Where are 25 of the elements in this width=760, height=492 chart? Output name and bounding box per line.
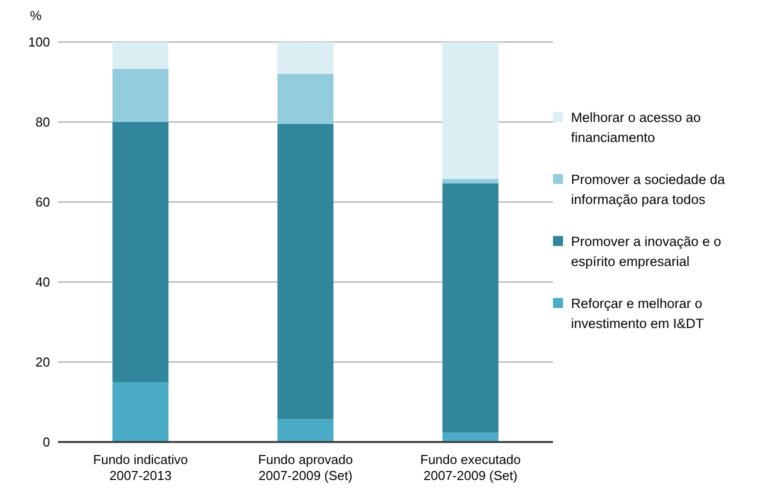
bar xyxy=(277,419,334,442)
x-tick-label: Fundo aprovado 2007-2009 (Set) xyxy=(258,452,353,483)
x-tick-label: Fundo indicativo 2007-2013 xyxy=(93,452,188,483)
legend-label: Promover a sociedade da informação para todos xyxy=(571,171,726,209)
y-tick-label: 80 xyxy=(36,114,50,130)
bar xyxy=(112,382,168,442)
bar xyxy=(112,42,168,69)
bar xyxy=(277,124,334,420)
legend-label: Melhorar o acesso ao financiamento xyxy=(571,109,702,147)
bar xyxy=(442,42,498,179)
y-tick-label: 100 xyxy=(28,34,50,50)
y-tick-label: 0 xyxy=(42,434,50,450)
bar xyxy=(112,122,168,382)
bar xyxy=(442,183,498,433)
y-axis-title: % xyxy=(30,8,42,23)
bar xyxy=(277,74,334,124)
y-tick-label: 60 xyxy=(36,194,50,210)
legend-label: Promover a inovação e o espírito empresarial xyxy=(571,233,722,271)
legend-label: Reforçar e melhorar o investimento em I&DT xyxy=(571,295,705,333)
bar xyxy=(442,178,498,184)
x-tick-label: Fundo executado 2007-2009 (Set) xyxy=(420,452,521,483)
bar xyxy=(112,68,168,122)
y-tick-label: 40 xyxy=(36,274,50,290)
y-tick-label: 20 xyxy=(36,354,50,370)
bar xyxy=(277,42,334,74)
